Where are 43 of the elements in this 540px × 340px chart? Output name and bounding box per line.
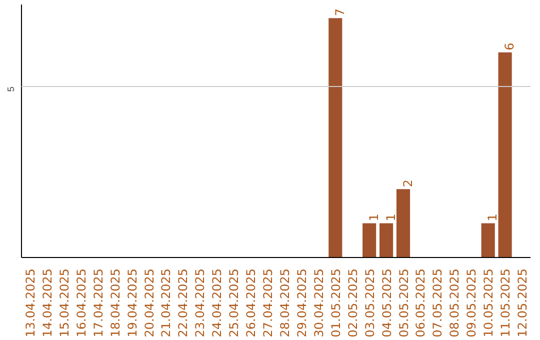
bar [379, 223, 394, 258]
x-tick-label: 01.05.2025 [328, 268, 343, 338]
x-tick-label: 07.05.2025 [430, 268, 445, 338]
x-tick-label: 19.04.2025 [125, 268, 140, 338]
x-tick-label: 12.05.2025 [516, 268, 530, 338]
x-tick-label: 04.05.2025 [380, 268, 394, 338]
data-label: 1 [486, 214, 500, 222]
x-tick-label: 16.04.2025 [74, 268, 88, 338]
x-tick-label: 29.04.2025 [294, 268, 309, 338]
x-tick-label: 22.04.2025 [176, 268, 190, 338]
bar [362, 223, 376, 258]
x-tick-label: 09.05.2025 [464, 268, 479, 338]
x-tick-label: 25.04.2025 [227, 268, 242, 338]
x-tick-label: 18.04.2025 [108, 268, 122, 338]
bar [481, 223, 495, 258]
x-tick-label: 17.04.2025 [91, 268, 106, 338]
x-tick-label: 28.04.2025 [278, 268, 292, 338]
x-tick-label: 23.04.2025 [193, 268, 208, 338]
data-label: 1 [384, 214, 398, 222]
x-tick-label: 27.04.2025 [261, 268, 276, 338]
bar [498, 52, 512, 258]
x-tick-label: 14.04.2025 [40, 268, 54, 338]
data-label: 2 [400, 179, 415, 188]
bar [328, 18, 342, 258]
x-tick-label: 03.05.2025 [362, 268, 377, 338]
x-tick-label: 02.05.2025 [346, 268, 360, 338]
x-tick-label: 10.05.2025 [482, 268, 496, 338]
data-label: 1 [366, 214, 381, 222]
data-label: 6 [502, 42, 517, 50]
x-tick-label: 13.04.2025 [23, 268, 38, 338]
data-label: 7 [332, 8, 347, 16]
ref-line-label: 5 [6, 86, 16, 92]
x-tick-label: 11.05.2025 [498, 268, 513, 338]
x-tick-label: 06.05.2025 [414, 268, 428, 338]
x-tick-label: 15.04.2025 [57, 268, 72, 338]
x-tick-label: 08.05.2025 [448, 268, 462, 338]
x-tick-label: 21.04.2025 [159, 268, 174, 338]
x-tick-label: 24.04.2025 [210, 268, 224, 338]
x-tick-label: 26.04.2025 [244, 268, 258, 338]
bar [396, 189, 410, 258]
x-tick-label: 20.04.2025 [142, 268, 156, 338]
x-tick-label: 30.04.2025 [312, 268, 326, 338]
x-tick-label: 05.05.2025 [396, 268, 411, 338]
